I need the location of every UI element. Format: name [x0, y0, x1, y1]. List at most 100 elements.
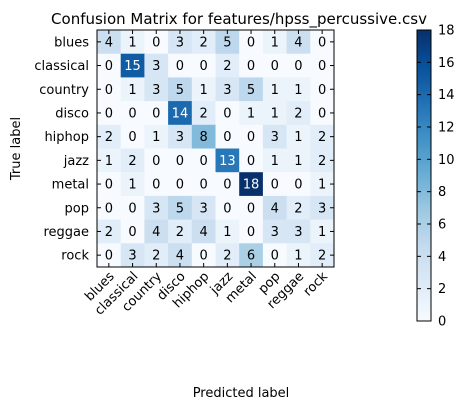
heatmap-cell [144, 30, 169, 55]
heatmap-cell [215, 30, 240, 55]
heatmap-cell [191, 77, 216, 102]
cell-value-label: 0 [200, 154, 208, 169]
heatmap-cell [120, 219, 145, 244]
heatmap-cell [191, 30, 216, 55]
heatmap-cell [168, 148, 193, 173]
cell-value-label: 3 [152, 59, 160, 74]
cell-value-label: 0 [105, 59, 113, 74]
heatmap-cell [262, 30, 288, 55]
heatmap-cell [191, 101, 216, 126]
y-tick-label: pop [65, 201, 89, 216]
heatmap-cell [191, 53, 216, 78]
heatmap-cell [239, 219, 264, 244]
heatmap-cell [191, 148, 216, 173]
heatmap-cell [191, 172, 216, 197]
heatmap-cell [97, 77, 122, 102]
cell-value-label: 0 [318, 106, 326, 121]
y-axis-label: True label [9, 117, 24, 181]
heatmap-cell [286, 172, 311, 197]
cell-value-label: 0 [223, 106, 231, 121]
heatmap-cell [215, 195, 240, 221]
heatmap-cell [144, 53, 169, 78]
cell-value-label: 2 [223, 59, 231, 74]
cell-value-label: 1 [318, 225, 326, 240]
cell-value-label: 3 [271, 225, 279, 240]
heatmap-cell [168, 101, 193, 126]
cell-value-label: 2 [318, 130, 326, 145]
cell-value-label: 0 [271, 59, 279, 74]
plot-frame [96, 29, 335, 268]
cell-value-label: 0 [152, 106, 160, 121]
cell-value-label: 2 [128, 154, 136, 169]
heatmap-cell [120, 124, 145, 149]
cell-value-label: 0 [128, 225, 136, 240]
cell-value-label: 1 [200, 83, 208, 98]
cell-value-label: 2 [200, 35, 208, 50]
cell-value-label: 0 [318, 59, 326, 74]
heatmap-cell [215, 101, 240, 126]
heatmap-cell [168, 195, 193, 221]
heatmap-cell [191, 124, 216, 149]
cell-value-label: 0 [105, 201, 113, 216]
y-tick-label: rock [61, 249, 89, 264]
heatmap-cell [239, 30, 264, 55]
y-axis-ticks: blues classical country disco hiphop jazz meta… [34, 35, 334, 264]
cell-value-label: 0 [294, 178, 302, 193]
cell-value-label: 4 [200, 225, 208, 240]
cell-value-label: 5 [176, 83, 184, 98]
heatmap-cell [144, 124, 169, 149]
cell-value-label: 2 [294, 106, 302, 121]
heatmap-cell [191, 219, 216, 244]
heatmap-cell [168, 30, 193, 55]
cell-value-label: 0 [200, 249, 208, 264]
heatmap-cell [215, 172, 240, 197]
cell-value-label: 4 [294, 35, 302, 50]
heatmap-cell [168, 77, 193, 102]
cell-value-label: 5 [223, 35, 231, 50]
heatmap-cell [97, 101, 122, 126]
heatmap-cell [191, 195, 216, 221]
cell-value-label: 15 [124, 59, 141, 74]
cell-value-label: 3 [271, 130, 279, 145]
heatmap-cell [215, 148, 240, 173]
cell-value-label: 0 [247, 201, 255, 216]
heatmap-cell [120, 195, 145, 221]
cell-value-label: 2 [294, 201, 302, 216]
cell-value-label: 0 [223, 201, 231, 216]
y-tick-label: disco [55, 106, 89, 121]
cell-value-label: 5 [176, 201, 184, 216]
heatmap-cell [168, 124, 193, 149]
cell-value-label: 0 [247, 130, 255, 145]
cell-value-label: 2 [318, 154, 326, 169]
heatmap-cell [97, 219, 122, 244]
heatmap-cell [262, 77, 288, 102]
cell-value-label: 5 [247, 83, 255, 98]
heatmap-cell [97, 195, 122, 221]
heatmap-cell [286, 124, 311, 149]
cell-value-label: 0 [318, 83, 326, 98]
x-tick-label: rock [301, 269, 332, 300]
heatmap-cell [120, 30, 145, 55]
cell-value-label: 1 [128, 83, 136, 98]
y-tick-label: country [39, 83, 89, 98]
cell-value-label: 2 [200, 106, 208, 121]
cell-value-label: 3 [176, 130, 184, 145]
heatmap-cell [286, 148, 311, 173]
cell-value-label: 1 [318, 178, 326, 193]
heatmap-cell [215, 77, 240, 102]
heatmap-cell [286, 53, 311, 78]
cell-value-label: 0 [176, 154, 184, 169]
cell-value-label: 2 [152, 249, 160, 264]
heatmap-cell [262, 148, 288, 173]
y-tick-label: jazz [63, 154, 89, 169]
heatmap-cell [239, 148, 264, 173]
cell-value-label: 6 [247, 249, 255, 264]
heatmap-cell [239, 124, 264, 149]
cell-value-label: 0 [247, 59, 255, 74]
heatmap-cell [97, 124, 122, 149]
heatmap-cell [144, 195, 169, 221]
chart-title: Confusion Matrix for features/hpss_percu… [51, 10, 427, 29]
cell-value-label: 1 [128, 35, 136, 50]
heatmap-cell [144, 148, 169, 173]
